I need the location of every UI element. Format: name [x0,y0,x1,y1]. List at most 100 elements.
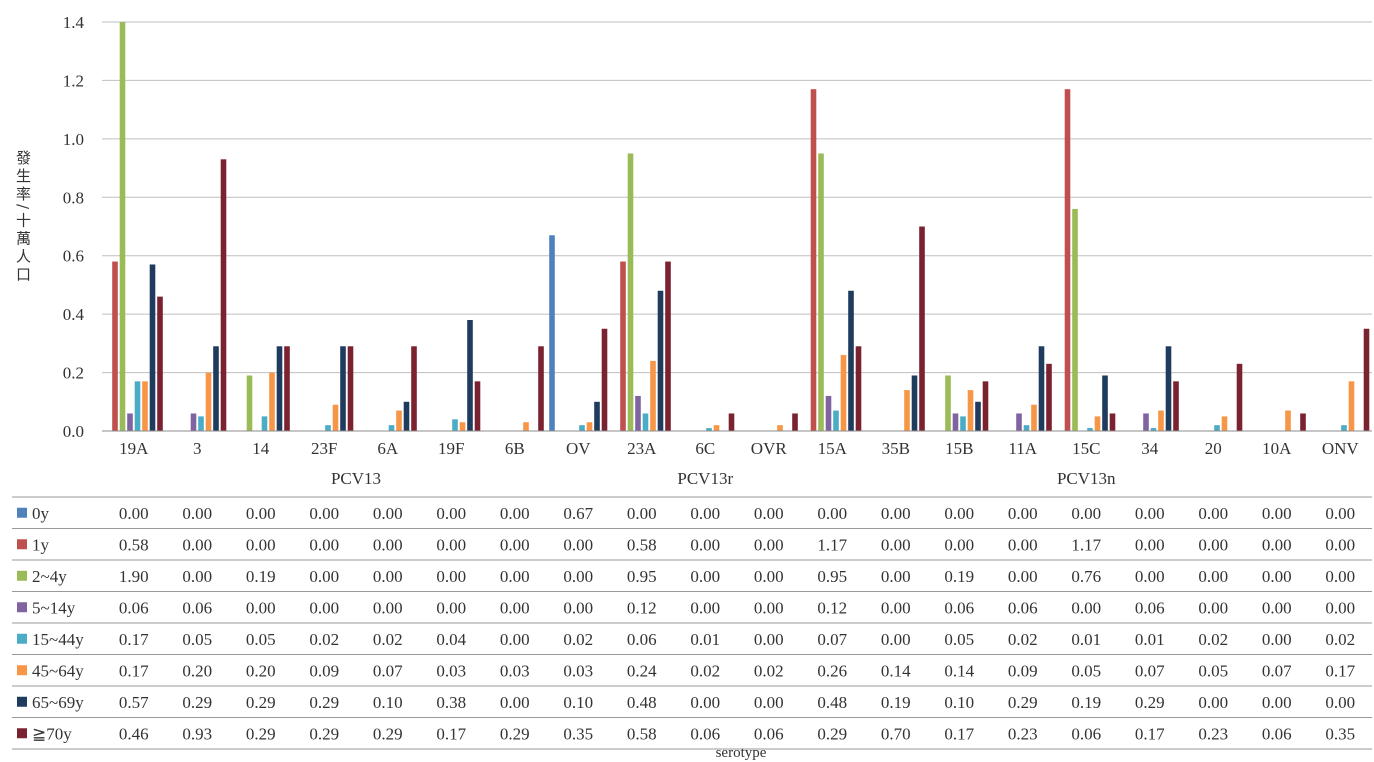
table-cell: 0.14 [944,661,974,680]
table-cell: 0.00 [881,567,911,586]
bar [657,290,664,431]
table-cell: 0.07 [373,661,403,680]
table-cell: 0.58 [119,535,149,554]
table-cell: 0.00 [1008,567,1038,586]
table-cell: 0.07 [1135,661,1165,680]
table-cell: 0.00 [246,535,276,554]
bar [157,296,163,431]
x-axis: 19A 3 14 23F 6A 19F 6B OV 23A 6C OVR 15A 35B 15B 11A 15… [102,430,1372,458]
table-cell: 1.17 [1071,535,1101,554]
table-cell: 0.95 [627,567,657,586]
x-tick-label: 19F [438,439,464,458]
table-cell: 0.19 [944,567,974,586]
table-cell: 0.00 [563,598,593,617]
table-cell: 0.00 [500,504,530,523]
table-cell: 0.02 [754,661,784,680]
table-cell: 0.29 [309,724,339,743]
bar [213,346,219,431]
table-cell: 0.29 [182,693,212,712]
table-cell: 0.00 [119,504,149,523]
table-cell: 0.17 [119,630,149,649]
bar [1363,328,1370,431]
table-cell: 0.19 [881,693,911,712]
table-cell: 0.06 [944,598,974,617]
table-cell: 0.00 [881,535,911,554]
table-cell: 0.00 [754,598,784,617]
table-cell: 0.02 [1198,630,1228,649]
group-labels: PCV13 PCV13r PCV13n [331,469,1116,488]
table-cell: 0.00 [944,535,974,554]
bar [855,346,862,431]
bar [635,395,641,431]
bar [601,328,608,431]
table-cell: 0.06 [1135,598,1165,617]
table-cell: 0.20 [246,661,276,680]
y-tick-label: 0.6 [63,247,84,266]
bar [728,413,735,431]
bar [960,416,966,431]
bar [538,346,544,431]
table-cell: 0.00 [246,504,276,523]
bar [411,346,417,431]
bar [396,410,402,431]
bar [1158,410,1164,431]
table-cell: 0.00 [881,598,911,617]
table-cell: 0.00 [754,535,784,554]
y-tick-label: 0.4 [63,305,85,324]
x-tick-label: 6B [505,439,525,458]
bar [975,401,981,431]
bar [1064,89,1071,431]
table-cell: 0.17 [436,724,466,743]
table-cell: 0.06 [1262,724,1292,743]
table-cell: 0.00 [373,567,403,586]
table-cell: 0.00 [1325,693,1355,712]
bar [127,413,133,431]
table-cell: 0.35 [1325,724,1355,743]
bar [840,355,847,431]
bar [1087,428,1093,431]
table-cell: 0.01 [1135,630,1165,649]
bar [1016,413,1022,431]
y-tick-label: 0.8 [63,188,84,207]
y-tick-label: 0.2 [63,364,84,383]
table-cell: 0.00 [754,504,784,523]
bar [650,360,656,431]
x-tick-label: 6A [377,439,399,458]
table-cell: 0.00 [1071,598,1101,617]
table-cell: 0.35 [563,724,593,743]
table-cell: 0.00 [1262,535,1292,554]
bar [261,416,268,431]
table-cell: 0.06 [754,724,784,743]
bar [112,261,118,431]
table-cell: 0.48 [817,693,847,712]
table-cell: 0.38 [436,693,466,712]
table-cell: 0.00 [182,567,212,586]
table-cell: 0.76 [1071,567,1101,586]
x-tick-label: 14 [252,439,270,458]
table-cell: 0.58 [627,724,657,743]
bar [149,264,156,431]
y-tick-label: 0.0 [63,422,84,441]
legend-label: 15~44y [32,630,84,649]
bar [119,22,126,431]
table-cell: 0.06 [690,724,720,743]
bar [665,261,671,431]
bar [1285,410,1291,431]
table-cell: 0.10 [563,693,593,712]
bar [713,425,720,431]
table-cell: 0.00 [1262,504,1292,523]
table-cell: 0.00 [309,535,339,554]
bar [833,410,839,431]
bar [1102,375,1108,431]
table-cell: 0.00 [1135,567,1165,586]
bar [347,346,354,431]
table-cell: 0.00 [1325,504,1355,523]
bar [982,381,989,431]
legend-label: 2~4y [32,567,67,586]
table-cell: 0.00 [309,598,339,617]
table-cell: 0.06 [1008,598,1038,617]
bar [945,375,951,431]
x-tick-label: 23F [311,439,337,458]
table-cell: 0.29 [373,724,403,743]
